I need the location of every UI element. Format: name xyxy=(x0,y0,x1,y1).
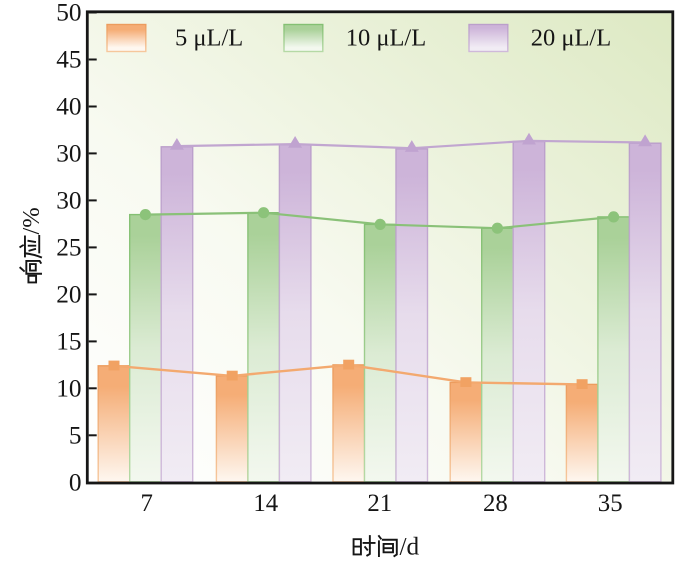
svg-text:50: 50 xyxy=(56,0,81,27)
svg-text:7: 7 xyxy=(140,490,152,517)
svg-text:5: 5 xyxy=(69,421,82,449)
svg-text:30: 30 xyxy=(56,139,81,167)
svg-text:40: 40 xyxy=(56,93,81,121)
svg-text:30: 30 xyxy=(56,186,81,214)
svg-text:10: 10 xyxy=(56,374,81,402)
svg-text:25: 25 xyxy=(56,233,81,261)
svg-text:/%: /% xyxy=(18,207,45,234)
svg-text:5 μL/L: 5 μL/L xyxy=(175,25,243,52)
svg-text:35: 35 xyxy=(598,490,623,517)
svg-text:28: 28 xyxy=(483,490,508,517)
svg-text:15: 15 xyxy=(56,327,81,355)
svg-text:10 μL/L: 10 μL/L xyxy=(346,25,427,52)
svg-text:14: 14 xyxy=(253,490,278,517)
svg-text:45: 45 xyxy=(56,46,81,74)
svg-text:21: 21 xyxy=(367,490,392,517)
svg-text:0: 0 xyxy=(69,468,82,496)
svg-text:/d: /d xyxy=(400,533,420,560)
svg-text:20 μL/L: 20 μL/L xyxy=(531,25,612,52)
svg-text:20: 20 xyxy=(56,280,81,308)
